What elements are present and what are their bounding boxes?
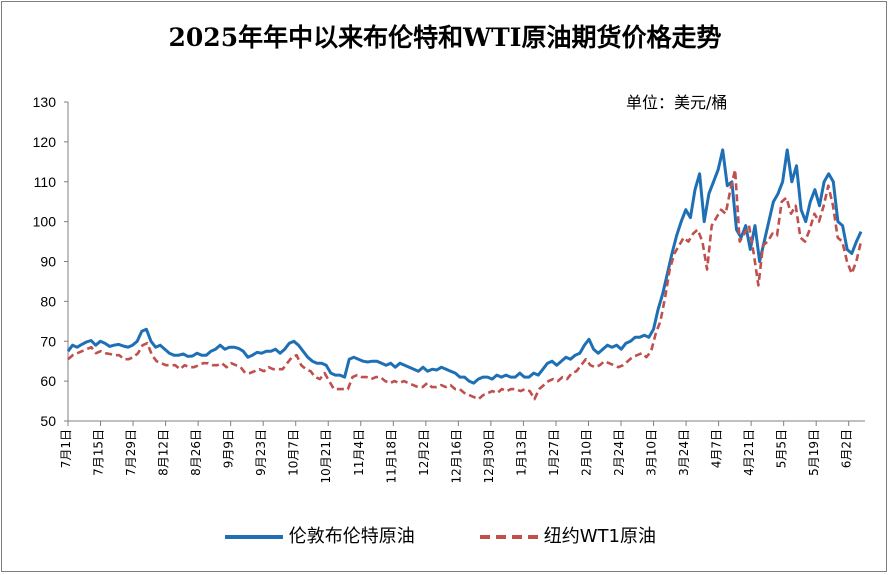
y-tick-label: 130 (33, 94, 57, 110)
x-tick-label: 2月10日 (579, 429, 593, 476)
y-tick-label: 100 (33, 214, 57, 230)
x-tick-label: 12月2日 (417, 429, 431, 476)
x-tick-label: 5月19日 (807, 429, 821, 476)
x-tick-label: 7月1日 (59, 429, 73, 468)
x-tick-label: 8月26日 (189, 429, 203, 476)
legend-label-brent: 伦敦布伦特原油 (288, 526, 415, 547)
legend-swatch-wti (480, 535, 538, 539)
legend-item-wti: 纽约WT1原油 (480, 522, 656, 548)
x-tick-label: 4月7日 (710, 429, 724, 468)
y-tick-label: 110 (34, 174, 57, 190)
x-tick-label: 4月21日 (742, 429, 756, 476)
y-tick-label: 70 (40, 333, 56, 349)
y-tick-label: 90 (40, 254, 56, 270)
x-tick-label: 6月2日 (840, 429, 854, 468)
unit-label: 单位：美元/桶 (626, 93, 728, 112)
chart-title: 2025年年中以来布伦特和WTI原油期货价格走势 (168, 23, 722, 52)
y-tick-label: 80 (40, 293, 56, 309)
series-line-wti (67, 168, 863, 401)
x-tick-label: 12月30日 (482, 429, 496, 484)
x-tick-label: 1月27日 (547, 429, 561, 476)
y-tick-label: 60 (40, 373, 56, 389)
y-tick-label: 120 (33, 134, 57, 150)
x-tick-label: 1月13日 (514, 429, 528, 476)
legend-swatch-brent (225, 535, 283, 539)
y-tick-label: 50 (40, 413, 56, 429)
x-tick-label: 11月18日 (384, 429, 398, 484)
x-tick-label: 5月5日 (775, 429, 789, 468)
x-tick-label: 12月16日 (449, 429, 463, 484)
x-tick-label: 7月15日 (92, 429, 106, 476)
x-tick-label: 3月10日 (645, 429, 659, 476)
x-tick-label: 9月23日 (254, 429, 268, 476)
x-tick-label: 10月21日 (319, 429, 333, 484)
x-tick-label: 7月29日 (124, 429, 138, 476)
x-tick-label: 10月7日 (287, 429, 301, 476)
legend-label-wti: 纽约WT1原油 (543, 526, 656, 547)
series-line-brent (66, 148, 863, 385)
x-tick-label: 3月24日 (677, 429, 691, 476)
x-tick-label: 11月4日 (352, 429, 366, 476)
x-tick-label: 8月12日 (157, 429, 171, 476)
x-tick-label: 9月9日 (222, 429, 236, 468)
legend-item-brent: 伦敦布伦特原油 (225, 522, 415, 548)
x-tick-label: 2月24日 (612, 429, 626, 476)
